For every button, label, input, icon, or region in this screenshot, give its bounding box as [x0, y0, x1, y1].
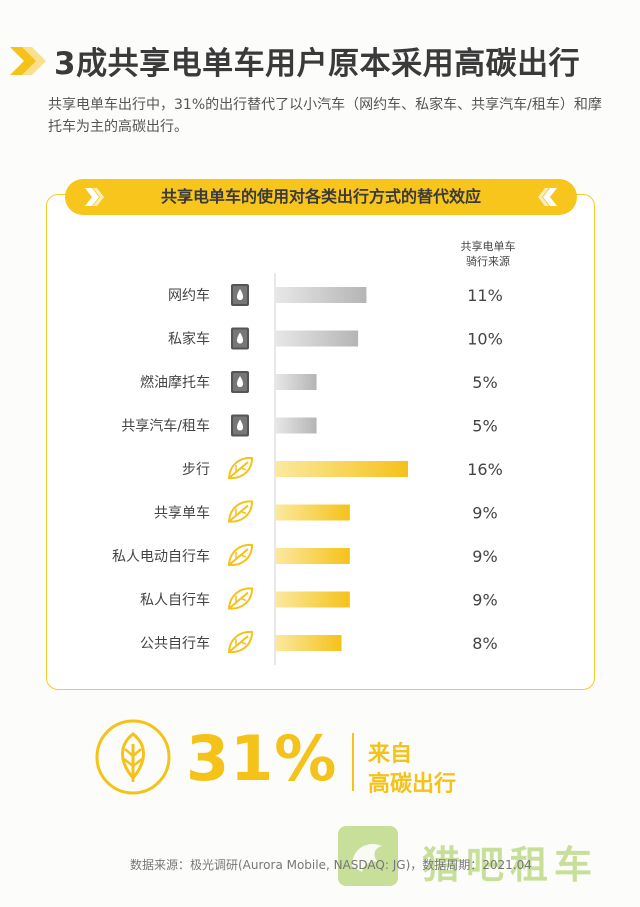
category-label: 燃油摩托车 — [140, 374, 210, 391]
title-row: 3成共享电单车用户原本采用高碳出行 — [10, 38, 630, 88]
category-label: 网约车 — [168, 287, 210, 304]
leaf-circle-icon — [95, 719, 171, 795]
category-label: 公共自行车 — [140, 635, 210, 652]
value-label: 8% — [472, 634, 497, 653]
leaf-icon — [227, 630, 254, 654]
value-label: 5% — [472, 373, 497, 392]
leaf-icon — [227, 456, 254, 480]
value-column-header-line2: 骑行来源 — [466, 255, 510, 268]
value-label: 9% — [472, 504, 497, 523]
fuel-icon — [231, 371, 249, 393]
watermark: 猎吧租车 — [338, 826, 628, 890]
category-label: 共享单车 — [154, 505, 210, 522]
value-label: 9% — [472, 547, 497, 566]
value-label: 9% — [472, 591, 497, 610]
category-label: 共享汽车/租车 — [121, 418, 210, 435]
bar — [275, 635, 342, 651]
bar — [275, 461, 408, 477]
value-label: 11% — [467, 286, 503, 305]
bar — [275, 417, 317, 434]
leaf-icon — [227, 500, 254, 523]
page-subtitle: 共享电单车出行中，31%的出行替代了以小汽车（网约车、私家车、共享汽车/租车）和… — [48, 97, 602, 135]
bar — [275, 330, 359, 347]
leaf-icon — [227, 543, 254, 567]
watermark-logo-icon — [338, 826, 398, 886]
chart-banner-title: 共享电单车的使用对各类出行方式的替代效应 — [160, 187, 481, 206]
fuel-icon — [231, 327, 249, 350]
fuel-icon — [231, 284, 249, 306]
bar — [275, 287, 367, 303]
fuel-icon — [231, 414, 249, 437]
highlight-divider — [352, 733, 354, 791]
page-title: 3成共享电单车用户原本采用高碳出行 — [54, 46, 581, 82]
bar — [275, 374, 317, 390]
bar — [275, 548, 350, 564]
category-label: 私人自行车 — [140, 592, 210, 609]
arrow-left-icon — [538, 188, 557, 206]
highlight-label-line2: 高碳出行 — [368, 772, 457, 797]
chart-banner: 共享电单车的使用对各类出行方式的替代效应 — [65, 179, 577, 215]
value-column-header: 共享电单车 骑行来源 — [446, 239, 530, 269]
value-label: 10% — [467, 330, 503, 349]
watermark-text: 猎吧租车 — [422, 843, 599, 887]
title-arrow-icon — [10, 47, 46, 75]
data-source: 数据来源：极光调研(Aurora Mobile, NASDAQ: JG)，数据周… — [130, 858, 532, 872]
bar — [275, 591, 350, 608]
value-column-header-line1: 共享电单车 — [460, 240, 516, 253]
arrow-right-icon — [85, 188, 104, 206]
highlight-value: 31% — [186, 722, 338, 795]
category-label: 私人电动自行车 — [112, 548, 210, 565]
leaf-icon — [227, 587, 254, 610]
value-label: 16% — [467, 460, 503, 479]
category-label: 私家车 — [168, 331, 210, 348]
category-label: 步行 — [182, 462, 210, 478]
highlight-label-line1: 来自 — [368, 742, 413, 767]
value-label: 5% — [472, 417, 497, 436]
bar — [275, 504, 350, 521]
